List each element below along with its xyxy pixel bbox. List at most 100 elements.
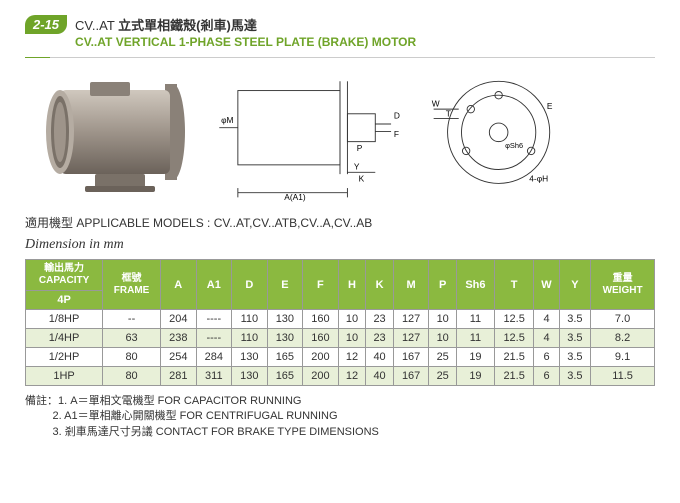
cell-T: 12.5 (494, 310, 534, 329)
cell-W: 4 (534, 329, 559, 348)
cell-A1: ---- (196, 310, 232, 329)
svg-text:A(A1): A(A1) (284, 192, 306, 202)
svg-text:P: P (357, 143, 363, 153)
th-M: M (393, 260, 429, 310)
svg-text:φSh6: φSh6 (505, 141, 523, 150)
cell-E: 130 (267, 310, 303, 329)
th-E: E (267, 260, 303, 310)
svg-text:E: E (547, 101, 553, 111)
th-4p: 4P (26, 291, 103, 310)
cell-K: 40 (366, 367, 394, 386)
svg-text:D: D (394, 110, 400, 120)
th-frame: 框號 FRAME (103, 260, 161, 310)
cell-T: 21.5 (494, 348, 534, 367)
cell-cap: 1/2HP (26, 348, 103, 367)
cell-Sh6: 19 (456, 348, 494, 367)
models-label: 適用機型 APPLICABLE MODELS : (25, 216, 210, 230)
cell-E: 165 (267, 348, 303, 367)
th-weight: 重量 WEIGHT (591, 260, 655, 310)
note-3: 3. 剎車馬達尺寸另議 CONTACT FOR BRAKE TYPE DIMEN… (53, 426, 379, 438)
cell-M: 127 (393, 329, 429, 348)
note-1: 1. A＝單相文電機型 FOR CAPACITOR RUNNING (58, 395, 301, 407)
cell-frame: 80 (103, 367, 161, 386)
cell-frame: 63 (103, 329, 161, 348)
cell-T: 21.5 (494, 367, 534, 386)
cell-A1: ---- (196, 329, 232, 348)
cell-M: 167 (393, 348, 429, 367)
cell-E: 130 (267, 329, 303, 348)
cell-T: 12.5 (494, 329, 534, 348)
th-K: K (366, 260, 394, 310)
cell-weight: 9.1 (591, 348, 655, 367)
cell-Y: 3.5 (559, 329, 591, 348)
cell-F: 160 (303, 329, 339, 348)
cell-Sh6: 11 (456, 310, 494, 329)
svg-text:K: K (359, 174, 365, 184)
section-badge: 2-15 (25, 15, 67, 34)
cell-F: 200 (303, 348, 339, 367)
cell-cap: 1HP (26, 367, 103, 386)
cell-D: 130 (232, 348, 268, 367)
cell-weight: 11.5 (591, 367, 655, 386)
cell-F: 160 (303, 310, 339, 329)
th-F: F (303, 260, 339, 310)
cell-P: 10 (429, 310, 457, 329)
cell-Sh6: 11 (456, 329, 494, 348)
cell-K: 23 (366, 329, 394, 348)
cell-P: 25 (429, 367, 457, 386)
table-row: 1/8HP--204----1101301601023127101112.543… (26, 310, 655, 329)
title-block: CV..AT 立式單相鐵殼(剎車)馬達 CV..AT VERTICAL 1-PH… (75, 15, 416, 49)
cell-Y: 3.5 (559, 348, 591, 367)
cell-frame: -- (103, 310, 161, 329)
th-A1: A1 (196, 260, 232, 310)
svg-text:W: W (432, 98, 440, 108)
diagram-row: φM D F P Y K A(A1) W T E φSh6 4-φH (25, 72, 655, 202)
cell-M: 127 (393, 310, 429, 329)
cell-P: 25 (429, 348, 457, 367)
dimension-label: Dimension in mm (25, 237, 655, 253)
divider (25, 57, 655, 58)
svg-text:F: F (394, 129, 399, 139)
th-capacity: 輸出馬力 CAPACITY (26, 260, 103, 291)
note-2: 2. A1＝單相離心開關機型 FOR CENTRIFUGAL RUNNING (53, 410, 338, 422)
th-Y: Y (559, 260, 591, 310)
cell-M: 167 (393, 367, 429, 386)
cell-E: 165 (267, 367, 303, 386)
title-en: CV..AT VERTICAL 1-PHASE STEEL PLATE (BRA… (75, 35, 416, 49)
cell-P: 10 (429, 329, 457, 348)
cell-D: 130 (232, 367, 268, 386)
cell-D: 110 (232, 310, 268, 329)
cell-H: 12 (338, 367, 366, 386)
notes-prefix: 備註： (25, 395, 58, 407)
cell-K: 40 (366, 348, 394, 367)
th-W: W (534, 260, 559, 310)
cell-F: 200 (303, 367, 339, 386)
cell-A: 254 (161, 348, 197, 367)
cell-H: 10 (338, 329, 366, 348)
th-Sh6: Sh6 (456, 260, 494, 310)
models-value: CV..AT,CV..ATB,CV..A,CV..AB (214, 216, 373, 230)
table-row: 1/2HP802542841301652001240167251921.563.… (26, 348, 655, 367)
cell-A1: 284 (196, 348, 232, 367)
cell-cap: 1/4HP (26, 329, 103, 348)
cell-Y: 3.5 (559, 367, 591, 386)
applicable-models: 適用機型 APPLICABLE MODELS : CV..AT,CV..ATB,… (25, 214, 655, 231)
cell-weight: 7.0 (591, 310, 655, 329)
cell-W: 6 (534, 348, 559, 367)
cell-Y: 3.5 (559, 310, 591, 329)
cell-W: 4 (534, 310, 559, 329)
dimension-table: 輸出馬力 CAPACITY 框號 FRAME A A1 D E F H K M … (25, 259, 655, 386)
th-P: P (429, 260, 457, 310)
title-zh: 立式單相鐵殼(剎車)馬達 (118, 18, 257, 33)
table-row: 1HP802813111301652001240167251921.563.51… (26, 367, 655, 386)
cell-D: 110 (232, 329, 268, 348)
svg-text:4-φH: 4-φH (530, 174, 549, 184)
front-diagram: W T E φSh6 4-φH (429, 72, 568, 202)
cell-cap: 1/8HP (26, 310, 103, 329)
svg-text:T: T (446, 109, 451, 119)
cell-A: 281 (161, 367, 197, 386)
th-T: T (494, 260, 534, 310)
cell-A: 204 (161, 310, 197, 329)
cell-weight: 8.2 (591, 329, 655, 348)
svg-text:φM: φM (221, 115, 233, 125)
